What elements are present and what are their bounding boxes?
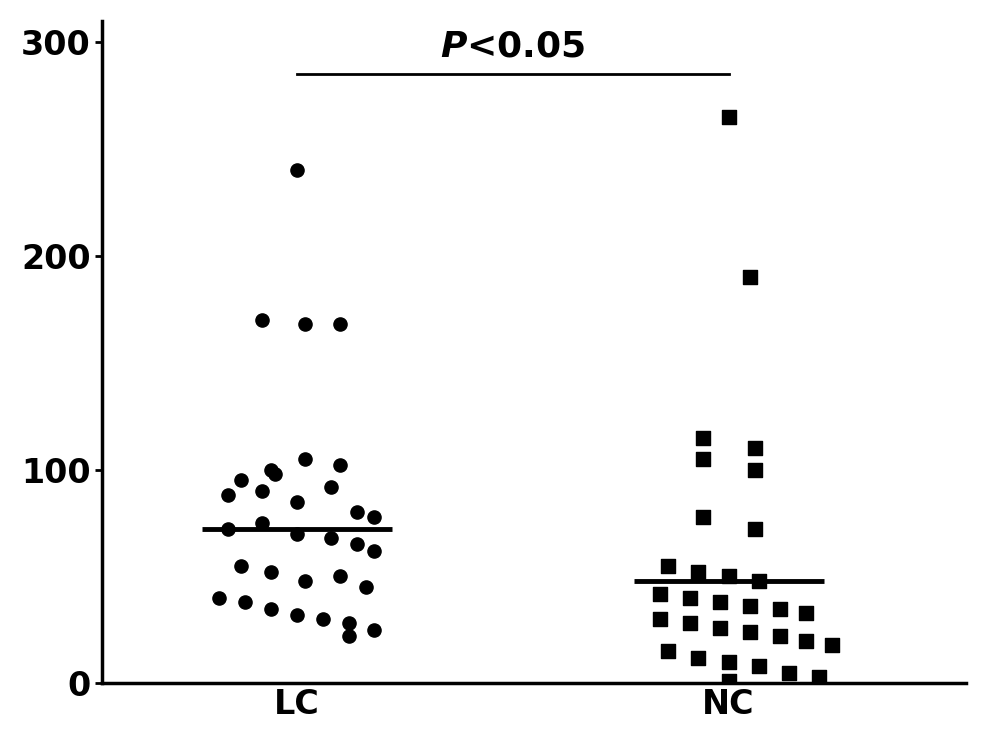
Point [711,596,727,608]
Point [694,432,710,444]
Point [340,617,356,629]
Point [262,603,278,614]
Point [211,592,227,604]
Point [741,600,757,612]
Point [745,524,761,536]
Point [694,510,710,522]
Point [254,485,270,497]
Point [660,559,675,571]
Point [720,675,736,687]
Point [220,489,236,501]
Point [690,566,706,578]
Point [233,474,248,486]
Point [297,318,313,330]
Point [772,603,788,614]
Point [323,481,339,493]
Point [660,646,675,657]
Point [366,545,382,556]
Point [741,272,757,283]
Point [366,624,382,636]
Point [349,506,365,518]
Point [315,613,330,625]
Point [289,528,305,539]
Point [340,631,356,643]
Point [720,571,736,582]
Point [745,464,761,476]
Point [810,671,826,683]
Point [651,588,667,600]
Point [798,634,813,646]
Point [331,571,347,582]
Point [254,517,270,529]
Point [323,532,339,544]
Point [750,575,766,587]
Point [358,581,374,593]
Point [254,314,270,326]
Point [681,592,697,604]
Point [297,575,313,587]
Point [741,626,757,638]
Point [331,459,347,471]
Point [711,622,727,634]
Point [349,539,365,551]
Point [237,596,252,608]
Point [366,510,382,522]
Point [220,524,236,536]
Point [681,617,697,629]
Point [823,639,839,651]
Point [750,660,766,672]
Point [772,631,788,643]
Point [720,656,736,668]
Point [798,607,813,619]
Point [262,464,278,476]
Point [233,559,248,571]
Point [780,666,796,678]
Point [262,566,278,578]
Point [651,613,667,625]
Text: $\bfit{P}$<0.05: $\bfit{P}$<0.05 [440,30,585,64]
Point [331,318,347,330]
Point [694,453,710,464]
Point [745,442,761,454]
Point [267,468,283,480]
Point [289,609,305,621]
Point [297,453,313,464]
Point [289,496,305,508]
Point [690,651,706,663]
Point [289,165,305,177]
Point [720,111,736,123]
